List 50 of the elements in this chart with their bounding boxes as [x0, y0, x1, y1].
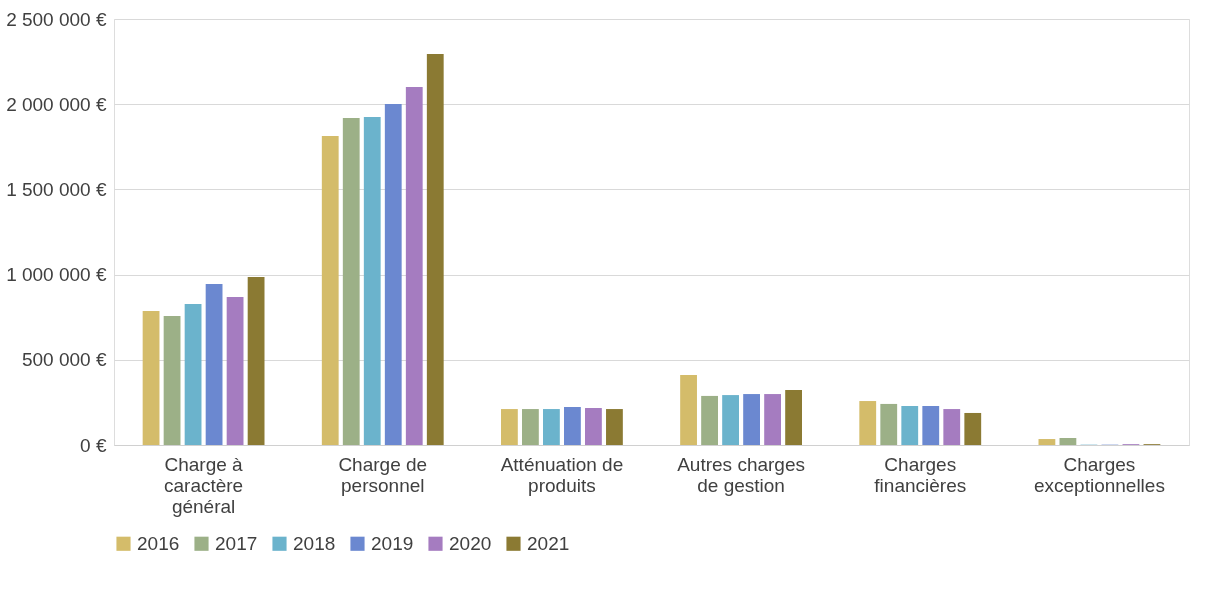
x-tick-label: Charges exceptionnelles — [1033, 453, 1165, 496]
y-tick-label: 1 000 000 € — [6, 264, 107, 286]
legend-label: 2018 — [293, 532, 336, 554]
bar — [564, 407, 581, 445]
bar — [722, 395, 739, 445]
bar — [363, 116, 381, 445]
bar — [743, 394, 760, 445]
bar — [859, 401, 877, 445]
bar — [585, 408, 602, 445]
bar — [205, 283, 223, 445]
bar — [226, 296, 244, 445]
bar — [1059, 438, 1077, 445]
y-tick-label: 2 500 000 € — [6, 8, 107, 30]
y-tick-label: 2 000 000 € — [6, 93, 107, 115]
x-tick-label: Charges financières — [874, 453, 967, 496]
bar — [321, 136, 339, 445]
x-tick-label: Autres charges de gestion — [677, 453, 805, 496]
bar — [1038, 439, 1056, 445]
bar — [142, 311, 160, 445]
y-tick-label: 500 000 € — [21, 349, 107, 371]
bar — [163, 316, 181, 445]
legend-label: 2021 — [527, 532, 570, 554]
bar — [342, 118, 360, 445]
y-tick-label: 0 € — [80, 434, 107, 456]
x-tick-label: Charge de personnel — [338, 453, 428, 496]
bar — [785, 389, 802, 445]
bar — [701, 395, 718, 445]
x-tick-label: Atténuation de produits — [500, 453, 624, 496]
legend-label: 2016 — [137, 532, 180, 554]
legend-label: 2017 — [215, 532, 258, 554]
bar — [880, 403, 898, 445]
bar — [764, 394, 781, 445]
bar — [501, 409, 518, 445]
legend-label: 2019 — [371, 532, 414, 554]
bar — [964, 412, 982, 445]
bar — [426, 53, 444, 445]
bar — [922, 405, 940, 445]
bar — [405, 86, 423, 445]
bar — [184, 304, 202, 445]
bar — [384, 104, 402, 445]
bar — [606, 409, 623, 445]
bar — [543, 409, 560, 445]
bar — [247, 276, 265, 445]
bar — [901, 405, 919, 445]
bar — [522, 409, 539, 445]
y-tick-label: 1 500 000 € — [6, 178, 107, 200]
bar — [943, 409, 961, 445]
legend-label: 2020 — [449, 532, 492, 554]
bar — [680, 374, 697, 445]
x-tick-label: Charge à caractère général — [163, 453, 244, 517]
